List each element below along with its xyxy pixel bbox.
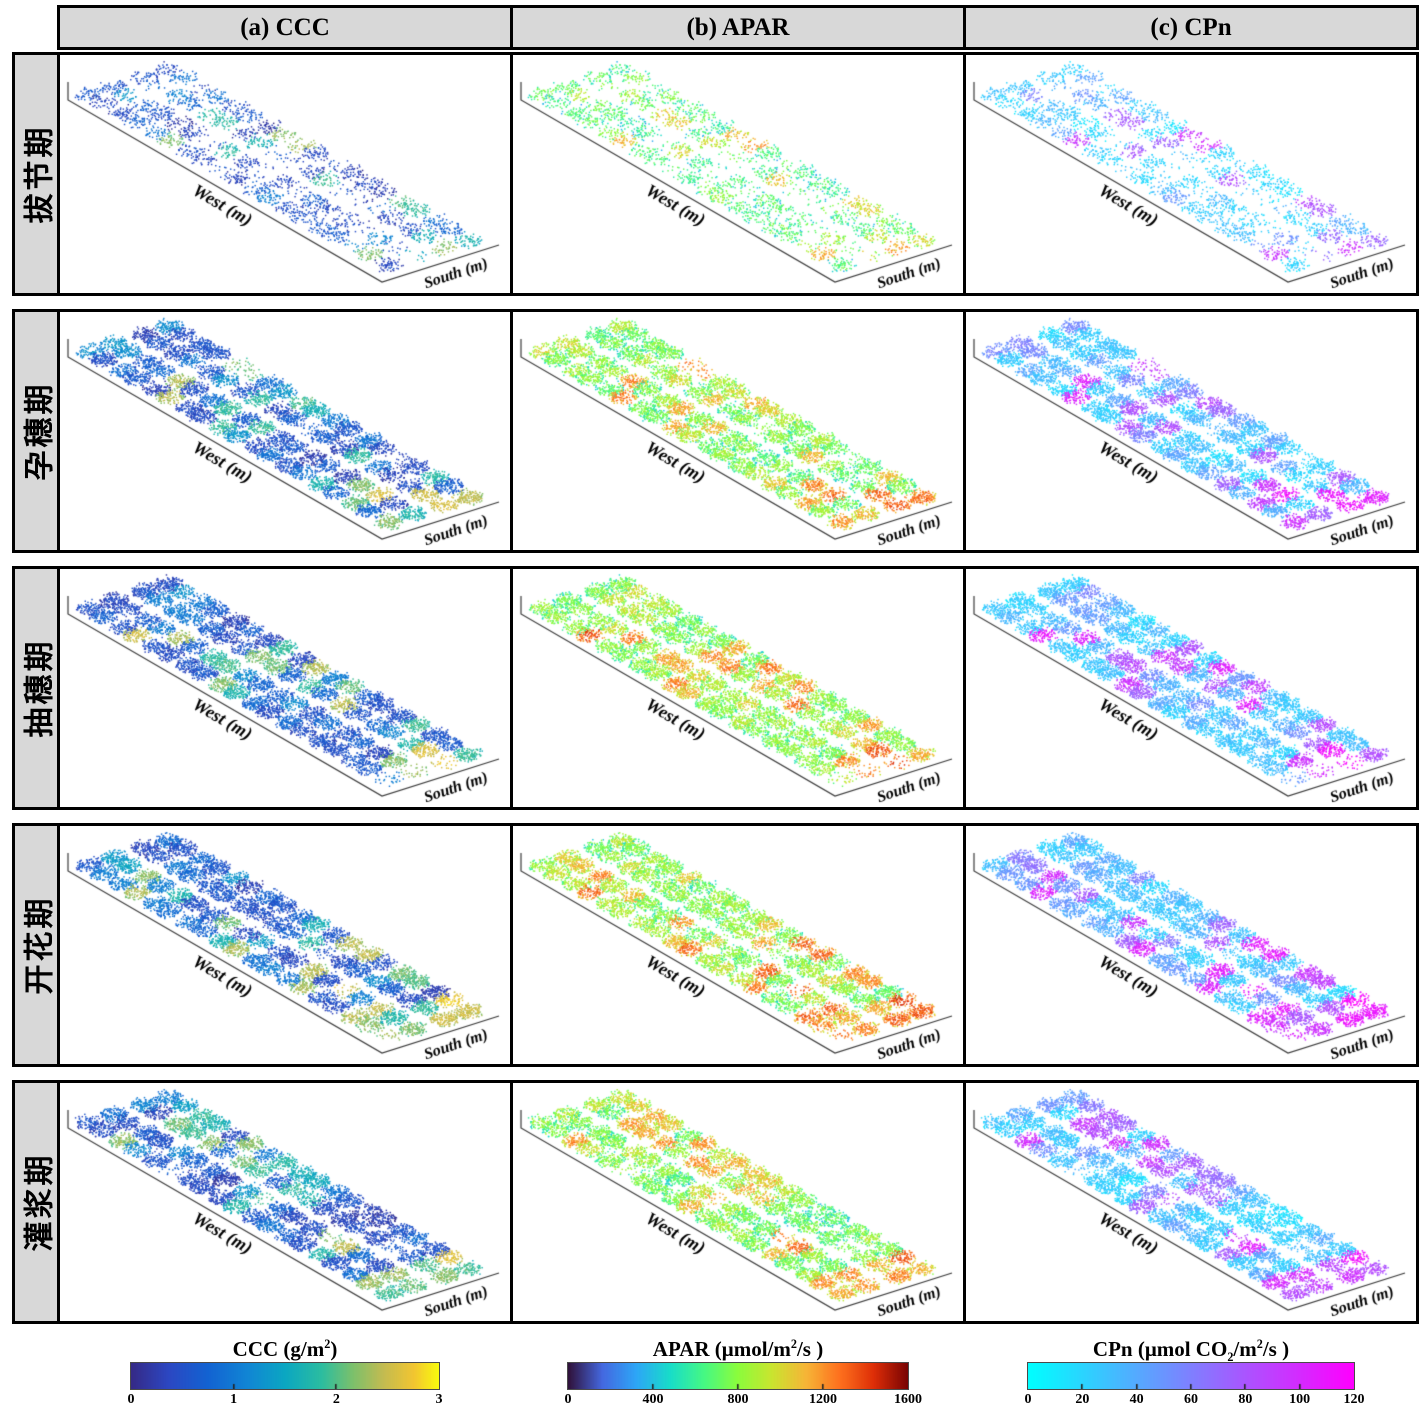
column-header-cpn: (c) CPn [966,8,1416,47]
stage-label-text: 灌浆期 [23,1152,56,1252]
column-header-ccc: (a) CCC [60,8,510,47]
scatter3d-canvas [966,569,1416,807]
panel-ccc [60,569,510,807]
stage-label: 抽穗期 [15,569,57,807]
title-text-segment: APAR (μmol/m [652,1337,791,1361]
colorbar-tick-label: 0 [564,1392,572,1407]
colorbar-tick-label: 40 [1129,1392,1144,1407]
panel-cpn [966,55,1416,293]
scatter3d-canvas [513,312,963,550]
title-text-segment: ) [330,1337,338,1361]
colorbar-apar: APAR (μmol/m2/s ) 0 400 800 1200 1600 [558,1330,923,1412]
colorbar-tick-label: 1200 [809,1392,837,1407]
stage-row-heading: 抽穗期 [12,566,1419,810]
colorbar-title: CPn (μmol CO2/m2/s ) [1011,1330,1371,1364]
stage-row-flowering: 开花期 [12,823,1419,1067]
panel-apar [513,55,963,293]
stage-label-text: 孕穗期 [23,381,56,481]
colorbar-tick-label: 3 [435,1392,443,1407]
stage-label-text: 拔节期 [23,124,56,224]
colorbar-tick-label: 0 [1024,1392,1032,1407]
panel-cpn [966,312,1416,550]
panel-ccc [60,826,510,1064]
colorbar-tick-label: 80 [1238,1392,1253,1407]
scatter3d-canvas [60,569,510,807]
stage-row-booting: 孕穗期 [12,309,1419,553]
colorbar-tick-label: 0 [127,1392,135,1407]
scatter3d-canvas [966,55,1416,293]
colorbar-tick-label: 20 [1075,1392,1090,1407]
colorbar-title: CCC (g/m2) [105,1330,465,1361]
colorbar-tick-label: 400 [642,1392,664,1407]
colorbar-tick-label: 1 [230,1392,238,1407]
panel-cpn [966,1083,1416,1321]
colorbar-gradient [1027,1362,1355,1390]
stage-label-text: 开花期 [23,895,56,995]
scatter3d-canvas [966,312,1416,550]
colorbar-tick-label: 1600 [894,1392,922,1407]
stage-label: 孕穗期 [15,312,57,550]
scatter3d-canvas [513,569,963,807]
panel-apar [513,1083,963,1321]
stage-row-grainfill: 灌浆期 [12,1080,1419,1324]
panel-apar [513,569,963,807]
panel-apar [513,826,963,1064]
title-text-segment: 2 [324,1337,331,1351]
scatter3d-canvas [513,1083,963,1321]
stage-label-text: 抽穗期 [23,638,56,738]
colorbar-ticks: 0 1 2 3 [127,1390,443,1412]
stage-label: 开花期 [15,826,57,1064]
title-text-segment: /m [1233,1337,1257,1361]
colorbar-tick-label: 120 [1343,1392,1365,1407]
colorbar-title: APAR (μmol/m2/s ) [558,1330,918,1361]
scatter3d-canvas [966,1083,1416,1321]
title-text-segment: CCC (g/m [232,1337,325,1361]
colorbar-tick-label: 100 [1289,1392,1311,1407]
column-header-apar: (b) APAR [513,8,963,47]
colorbar-gradient [130,1362,440,1390]
colorbar-tick-label: 2 [332,1392,340,1407]
colorbar-cpn: CPn (μmol CO2/m2/s ) 0 20 40 60 80 100 120 [1011,1330,1371,1412]
stage-label: 拔节期 [15,55,57,293]
title-text-segment: /s ) [796,1337,824,1361]
title-text-segment: 2 [1256,1337,1263,1351]
panel-apar [513,312,963,550]
panel-cpn [966,569,1416,807]
colorbar-ticks: 0 20 40 60 80 100 120 [1024,1390,1365,1412]
scatter3d-canvas [60,312,510,550]
panel-ccc [60,55,510,293]
scatter3d-canvas [60,55,510,293]
title-text-segment: /s ) [1262,1337,1290,1361]
title-text-segment: 2 [790,1337,797,1351]
scatter3d-canvas [513,826,963,1064]
scatter3d-canvas [60,826,510,1064]
stage-row-jointing: 拔节期 [12,52,1419,296]
colorbar-gradient [567,1362,909,1390]
scatter3d-canvas [966,826,1416,1064]
panel-ccc [60,1083,510,1321]
colorbar-ticks: 0 400 800 1200 1600 [564,1390,923,1412]
scatter3d-canvas [513,55,963,293]
column-header-row: (a) CCC (b) APAR (c) CPn [57,5,1419,50]
colorbar-tick-label: 800 [727,1392,749,1407]
colorbar-tick-label: 60 [1184,1392,1198,1407]
scatter3d-canvas [60,1083,510,1321]
panel-ccc [60,312,510,550]
panel-cpn [966,826,1416,1064]
title-text-segment: 2 [1227,1350,1234,1365]
title-text-segment: CPn (μmol CO [1092,1337,1228,1361]
stage-label: 灌浆期 [15,1083,57,1321]
